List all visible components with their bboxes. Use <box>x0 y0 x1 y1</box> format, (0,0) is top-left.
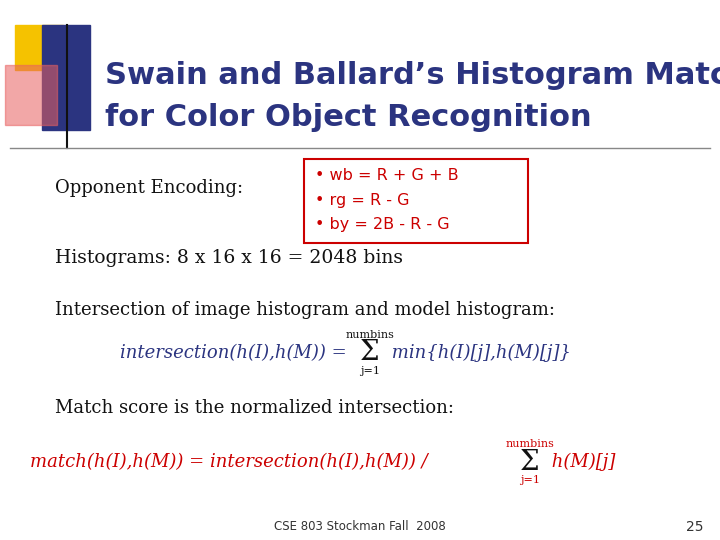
Text: numbins: numbins <box>346 330 395 340</box>
Text: for Color Object Recognition: for Color Object Recognition <box>105 104 592 132</box>
Text: intersection(h(I),h(M)) =: intersection(h(I),h(M)) = <box>120 344 353 362</box>
Bar <box>5 65 57 125</box>
Text: min{h(I)[j],h(M)[j]}: min{h(I)[j],h(M)[j]} <box>386 344 571 362</box>
Text: • by = 2B - R - G: • by = 2B - R - G <box>315 218 449 233</box>
Bar <box>42 25 90 130</box>
Bar <box>15 25 63 70</box>
Text: j=1: j=1 <box>360 366 380 376</box>
Text: match(h(I),h(M)) = intersection(h(I),h(M)) /: match(h(I),h(M)) = intersection(h(I),h(M… <box>30 453 433 471</box>
Text: 25: 25 <box>686 520 703 534</box>
Text: Swain and Ballard’s Histogram Matching: Swain and Ballard’s Histogram Matching <box>105 60 720 90</box>
Text: Opponent Encoding:: Opponent Encoding: <box>55 179 243 197</box>
Text: h(M)[j]: h(M)[j] <box>546 453 616 471</box>
FancyBboxPatch shape <box>304 159 528 243</box>
Text: j=1: j=1 <box>520 475 540 485</box>
Text: Σ: Σ <box>520 449 540 476</box>
Text: Σ: Σ <box>360 340 380 367</box>
Text: Histograms: 8 x 16 x 16 = 2048 bins: Histograms: 8 x 16 x 16 = 2048 bins <box>55 249 403 267</box>
Text: CSE 803 Stockman Fall  2008: CSE 803 Stockman Fall 2008 <box>274 521 446 534</box>
Text: numbins: numbins <box>505 439 554 449</box>
Text: • rg = R - G: • rg = R - G <box>315 192 410 207</box>
Text: Intersection of image histogram and model histogram:: Intersection of image histogram and mode… <box>55 301 555 319</box>
Text: Match score is the normalized intersection:: Match score is the normalized intersecti… <box>55 399 454 417</box>
Text: • wb = R + G + B: • wb = R + G + B <box>315 167 459 183</box>
